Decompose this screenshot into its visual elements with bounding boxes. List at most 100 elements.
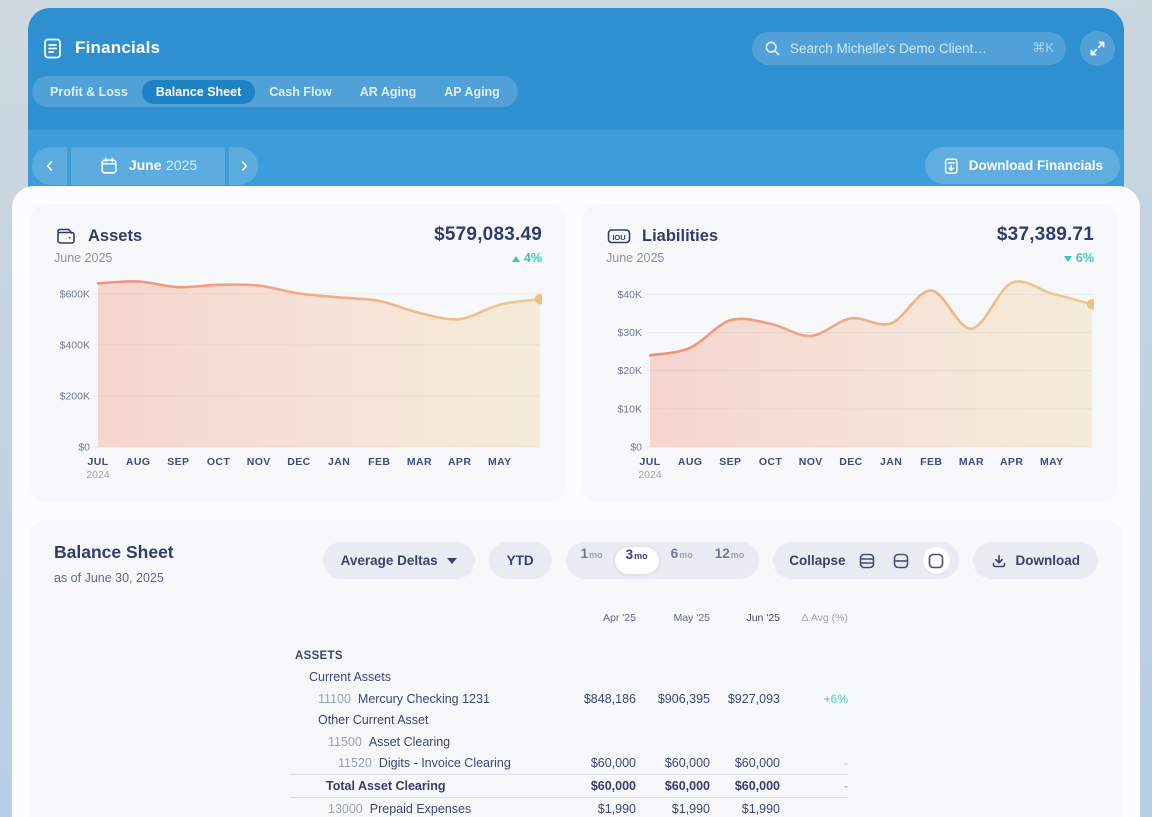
account-number: 11520 (338, 756, 372, 771)
svg-text:SEP: SEP (719, 456, 741, 468)
balance-sheet-title: Balance Sheet (54, 542, 174, 562)
date-month: June (128, 157, 162, 173)
table-row-asset-clearing[interactable]: 11500 Asset Clearing (290, 731, 848, 753)
svg-text:$10K: $10K (617, 403, 642, 415)
liabilities-area-chart[interactable]: $0 $10K $20K $30K $40K JUL AUG SEP OCT NOV DEC JAN F… (606, 273, 1094, 479)
tab-ar-aging[interactable]: AR Aging (346, 80, 430, 104)
value-cell: $60,000 (590, 756, 636, 771)
svg-text:JAN: JAN (328, 456, 350, 468)
trend-down-icon (1064, 251, 1072, 265)
page-title: Financials (75, 38, 161, 57)
assets-card-title: Assets (88, 226, 143, 245)
date-display[interactable]: June 2025 (71, 147, 225, 185)
content-sheet: Assets $579,083.49 June 2025 4% $0 $200K $… (12, 186, 1140, 817)
ytd-button[interactable]: YTD (488, 542, 552, 579)
collapse-label: Collapse (789, 553, 846, 568)
header-row: Financials Search Michelle's Demo Client… (28, 8, 1124, 66)
svg-text:FEB: FEB (368, 456, 390, 468)
account-name: Asset Clearing (368, 734, 451, 749)
tab-cash-flow[interactable]: Cash Flow (255, 80, 346, 104)
svg-text:MAR: MAR (407, 456, 432, 468)
assets-period: June 2025 (54, 251, 113, 265)
svg-text:DEC: DEC (287, 456, 310, 468)
account-number: 11100 (318, 691, 351, 706)
expand-button[interactable] (1080, 30, 1115, 66)
svg-text:$30K: $30K (617, 327, 642, 339)
tab-ap-aging[interactable]: AP Aging (430, 80, 514, 104)
period-6mo[interactable]: 6 mo (660, 546, 704, 575)
value-cell: $906,395 (657, 691, 710, 706)
value-cell: $60,000 (664, 779, 710, 793)
tab-balance-sheet[interactable]: Balance Sheet (141, 79, 256, 104)
expand-all-icon[interactable] (922, 547, 950, 574)
search-shortcut-badge: ⌘K (1032, 40, 1054, 55)
svg-text:FEB: FEB (920, 456, 942, 468)
account-number: 13000 (328, 801, 363, 816)
collapse-all-icon[interactable] (855, 548, 880, 573)
download-financials-label: Download Financials (968, 158, 1103, 173)
svg-text:$0: $0 (78, 442, 90, 454)
value-cell: $848,186 (583, 691, 636, 706)
value-cell: $1,990 (741, 801, 780, 816)
balance-sheet-card: Balance Sheet as of June 30, 2025 Averag… (30, 520, 1122, 817)
table-row-other-current-asset[interactable]: Other Current Asset (290, 710, 848, 732)
summary-cards-row: Assets $579,083.49 June 2025 4% $0 $200K $… (12, 186, 1140, 502)
balance-sheet-title-block: Balance Sheet as of June 30, 2025 (54, 542, 174, 585)
total-label: Total Asset Clearing (326, 779, 446, 793)
title-group: Financials (35, 37, 160, 60)
svg-text:$200K: $200K (60, 390, 90, 402)
column-header: Apr '25 (603, 612, 636, 624)
svg-text:SEP: SEP (167, 456, 189, 468)
value-cell: $1,990 (671, 801, 710, 816)
collapse-groups-icon[interactable] (889, 548, 914, 573)
download-table-button[interactable]: Download (972, 542, 1098, 579)
svg-text:$600K: $600K (60, 288, 90, 300)
svg-text:$0: $0 (630, 442, 642, 454)
svg-text:JUL: JUL (639, 456, 660, 468)
prev-month-button[interactable] (32, 147, 67, 185)
liabilities-card-title: Liabilities (642, 226, 719, 245)
period-12mo[interactable]: 12 mo (704, 546, 756, 575)
svg-text:$40K: $40K (617, 289, 642, 301)
table-row-total-asset-clearing: Total Asset Clearing $60,000 $60,000 $60,00… (290, 774, 848, 798)
column-header: Jun '25 (746, 612, 780, 624)
table-row-prepaid-expenses[interactable]: 13000 Prepaid Expenses $1,990 $1,990 $1,990 (290, 798, 848, 817)
wallet-icon (54, 224, 78, 248)
table-row-mercury-checking-1231[interactable]: 11100 Mercury Checking 1231 $848,186 $906,3… (290, 688, 848, 710)
download-financials-button[interactable]: Download Financials (924, 147, 1120, 184)
delta-cell: - (844, 779, 848, 793)
date-navigator: June 2025 (32, 147, 258, 185)
table-row-digits-invoice-clearing[interactable]: 11520 Digits - Invoice Clearing $60,000 $60… (290, 753, 848, 775)
tab-profit-loss[interactable]: Profit & Loss (36, 80, 142, 104)
svg-text:2024: 2024 (638, 469, 662, 479)
collapse-control: Collapse (773, 542, 959, 579)
next-month-button[interactable] (229, 147, 258, 185)
svg-text:$20K: $20K (617, 365, 642, 377)
svg-text:NOV: NOV (799, 456, 823, 468)
liabilities-delta-badge: 6% (1064, 251, 1094, 265)
assets-area-chart[interactable]: $0 $200K $400K $600K JUL AUG SEP OCT NOV DEC JAN FE… (54, 273, 542, 479)
balance-sheet-controls: Average Deltas YTD 1 mo 3 mo 6 mo 12 mo Collaps… (322, 542, 1098, 579)
value-cell: $1,990 (597, 801, 636, 816)
svg-text:AUG: AUG (678, 456, 703, 468)
balance-sheet-as-of: as of June 30, 2025 (54, 571, 164, 585)
account-name: Digits - Invoice Clearing (378, 756, 511, 771)
svg-text:MAY: MAY (488, 456, 512, 468)
svg-text:IOU: IOU (612, 233, 625, 242)
period-3mo[interactable]: 3 mo (613, 546, 660, 575)
svg-text:MAR: MAR (959, 456, 984, 468)
table-row-assets: ASSETS (290, 645, 848, 667)
iou-icon: IOU (606, 224, 632, 248)
period-1mo[interactable]: 1 mo (570, 546, 614, 575)
average-deltas-dropdown[interactable]: Average Deltas (322, 542, 475, 579)
column-header: May '25 (673, 612, 710, 624)
table-row-current-assets[interactable]: Current Assets (290, 667, 848, 689)
table-header-row: Apr '25 May '25 Jun '25 Δ Avg (%) (290, 611, 848, 625)
search-input[interactable]: Search Michelle's Demo Client… ⌘K (752, 31, 1066, 65)
download-icon (991, 553, 1007, 569)
expand-arrows-icon (1088, 39, 1107, 58)
delta-cell: - (844, 756, 848, 771)
svg-text:JUL: JUL (87, 456, 108, 468)
value-cell: $927,093 (727, 691, 780, 706)
liabilities-card: IOU Liabilities $37,389.71 June 2025 6% … (582, 204, 1118, 502)
